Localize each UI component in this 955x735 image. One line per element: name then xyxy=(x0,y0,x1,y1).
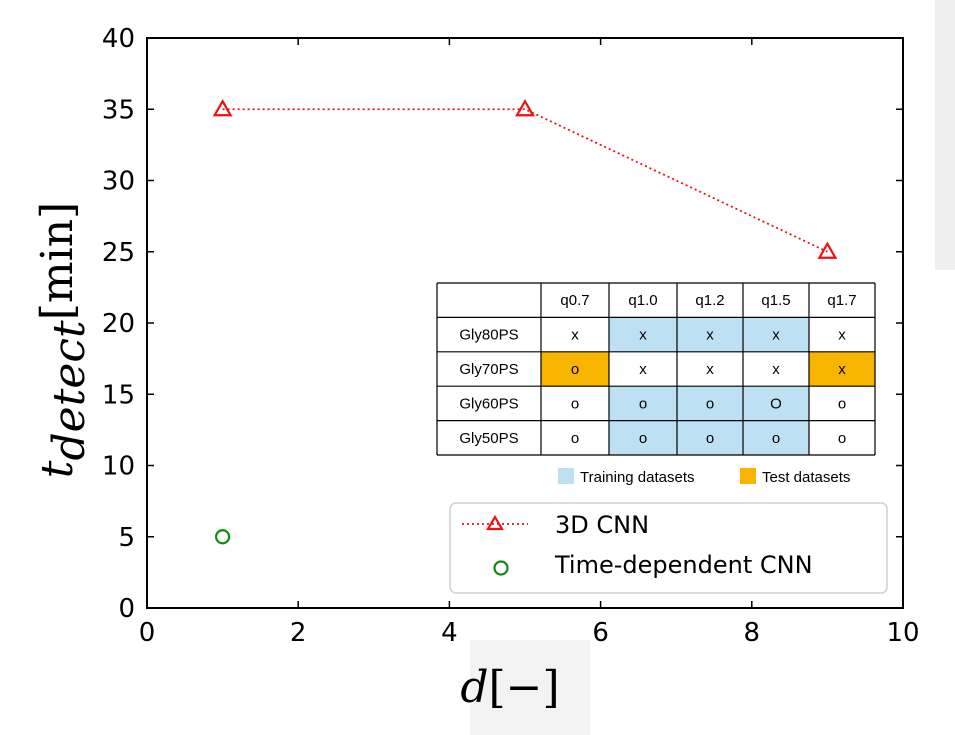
table-row-header: Gly60PS xyxy=(459,395,518,412)
y-tick-label: 15 xyxy=(102,380,135,410)
table-cell: O xyxy=(770,395,782,412)
table-cell: o xyxy=(571,361,579,378)
table-cell: x xyxy=(639,361,647,378)
table-cell-fill xyxy=(677,386,743,421)
x-tick-label: 8 xyxy=(744,618,761,648)
x-tick-label: 10 xyxy=(886,618,919,648)
y-axis-label: tdetect[min] xyxy=(32,202,95,478)
table-cell-fill xyxy=(809,351,875,387)
data-point-circle xyxy=(215,529,231,545)
legend-timecnn-marker xyxy=(493,560,509,576)
table-column-header: q1.7 xyxy=(827,292,856,309)
legend-3dcnn-marker xyxy=(486,514,504,531)
y-tick-label: 25 xyxy=(102,238,135,268)
y-tick-label: 0 xyxy=(118,594,135,624)
table-cell: x xyxy=(838,361,846,378)
table-cell-fill xyxy=(609,386,677,421)
table-column-header: q1.2 xyxy=(695,292,724,309)
table-cell: o xyxy=(571,395,579,412)
legend: 3D CNN Time-dependent CNN xyxy=(449,502,888,594)
table-cell-fill xyxy=(609,317,677,352)
table-cell-fill xyxy=(677,317,743,352)
table-cell-fill xyxy=(743,420,809,455)
table-cell: o xyxy=(571,430,579,447)
training-swatch xyxy=(558,468,574,484)
background-decoration xyxy=(470,0,955,735)
series-layer xyxy=(212,99,838,545)
table-cell: x xyxy=(772,327,780,344)
legend-box xyxy=(449,502,888,594)
table-cell: o xyxy=(838,395,846,412)
x-tick-label: 6 xyxy=(592,618,609,648)
data-point-triangle xyxy=(212,99,233,117)
table-cell-fill xyxy=(609,420,677,455)
legend-3dcnn-label: 3D CNN xyxy=(555,511,649,539)
training-legend-label: Training datasets xyxy=(580,469,695,486)
table-cell: o xyxy=(639,430,647,447)
table-row-header: Gly70PS xyxy=(459,361,518,378)
data-point-triangle xyxy=(515,99,535,117)
table-cell-fill xyxy=(541,351,609,387)
table-cell: x xyxy=(571,327,579,344)
table-column-header: q1.5 xyxy=(761,292,790,309)
table-cell: x xyxy=(838,327,846,344)
table-cell-fill xyxy=(677,420,743,455)
table-row-header: Gly50PS xyxy=(459,430,518,447)
table-cell: x xyxy=(772,361,780,378)
table-cell: o xyxy=(772,430,780,447)
y-tick-label: 30 xyxy=(102,167,135,197)
x-tick-label: 0 xyxy=(139,618,156,648)
test-swatch xyxy=(740,468,756,484)
table-cell: x xyxy=(706,327,714,344)
y-tick-label: 20 xyxy=(102,309,135,339)
table-column-header: q1.0 xyxy=(628,292,657,309)
table-cell: o xyxy=(706,430,714,447)
y-tick-label: 35 xyxy=(102,95,135,125)
table-column-header: q0.7 xyxy=(560,292,589,309)
table-cell: x xyxy=(706,361,714,378)
table-cell-fill xyxy=(743,317,809,352)
y-tick-label: 5 xyxy=(118,523,135,553)
table-cell: o xyxy=(706,395,714,412)
x-axis-label: d[−] xyxy=(460,662,559,713)
table-cell-fill xyxy=(743,386,809,421)
table-cell: o xyxy=(639,395,647,412)
legend-timecnn-label: Time-dependent CNN xyxy=(554,551,813,579)
test-legend-label: Test datasets xyxy=(762,469,850,486)
data-point-triangle xyxy=(817,241,838,259)
x-tick-label: 4 xyxy=(441,618,458,648)
table-cell: x xyxy=(639,327,647,344)
y-tick-label: 40 xyxy=(102,24,135,54)
series-line-0 xyxy=(222,108,828,253)
table-row-header: Gly80PS xyxy=(459,327,518,344)
x-tick-label: 2 xyxy=(290,618,307,648)
axis-ticks: 0 2 4 6 8 10 0 5 10 15 20 25 30 35 40 xyxy=(102,24,920,648)
table-cell: o xyxy=(838,430,846,447)
y-tick-label: 10 xyxy=(102,452,135,482)
